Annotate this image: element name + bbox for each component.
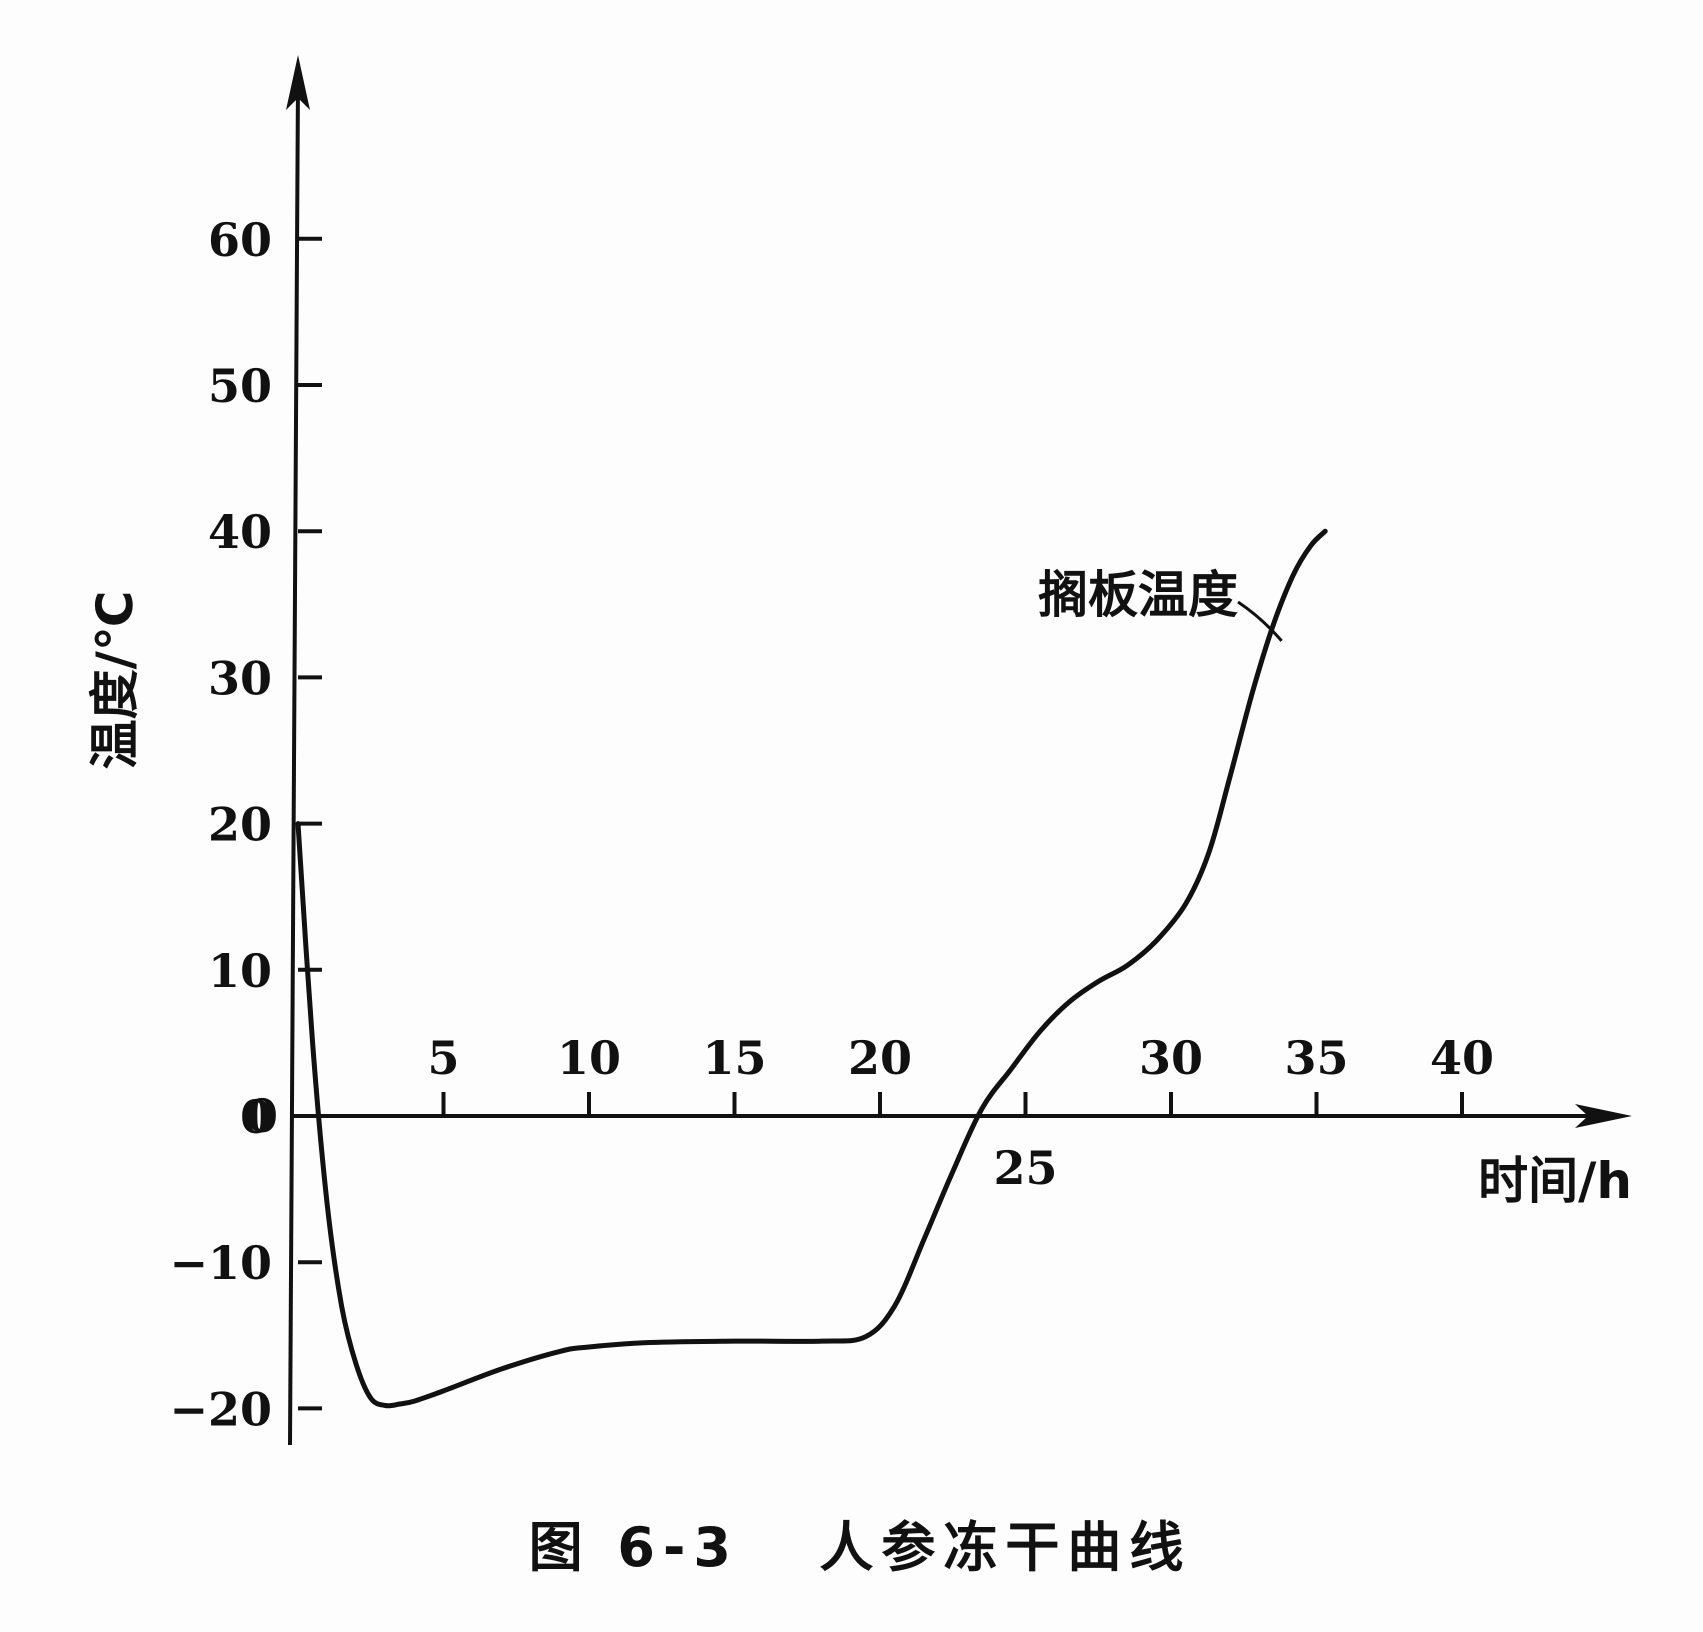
annotation-label: 搁板温度 (1038, 566, 1238, 624)
x-axis-title: 时间/h (1478, 1152, 1632, 1210)
y-tick-label: −10 (169, 1236, 272, 1290)
series (295, 528, 1328, 1409)
x-tick-label: 10 (557, 1031, 621, 1085)
y-tick-label: 50 (208, 359, 272, 413)
y-axis (288, 79, 300, 1446)
y-tick-label: 20 (208, 798, 272, 852)
y-tick-label: −20 (169, 1382, 272, 1436)
y-tick-label: 10 (208, 944, 272, 998)
y-tick-label: 30 (208, 651, 272, 705)
x-tick-label: 5 (427, 1031, 459, 1085)
y-axis-title: 温度/℃ (86, 591, 144, 770)
labels: 0 时间/h 温度/℃ 图 6-3 人参冻干曲线 −20 −10 0 10 20 30 40… (86, 213, 1632, 1579)
x-tick-label: 20 (848, 1031, 912, 1085)
annotation-leader-line (1237, 600, 1283, 642)
y-tick-label: 60 (208, 213, 272, 267)
x-tick-label: 25 (993, 1141, 1057, 1195)
x-tick-label: 35 (1284, 1031, 1348, 1085)
origin-label: 0 (246, 1089, 278, 1143)
x-tick-label: 15 (702, 1031, 766, 1085)
x-tick-label: 30 (1139, 1031, 1203, 1085)
y-axis-arrow (286, 55, 310, 110)
y-tick-label: 40 (208, 505, 272, 559)
x-tick-label: 40 (1430, 1031, 1494, 1085)
series-line-shelf-temperature (295, 528, 1328, 1409)
ticks (298, 236, 1464, 1411)
figure-caption: 图 6-3 人参冻干曲线 (529, 1516, 1192, 1579)
y-tick-label: 0 (240, 1090, 272, 1144)
axes (286, 55, 1632, 1446)
x-axis-arrow (1575, 1104, 1632, 1128)
